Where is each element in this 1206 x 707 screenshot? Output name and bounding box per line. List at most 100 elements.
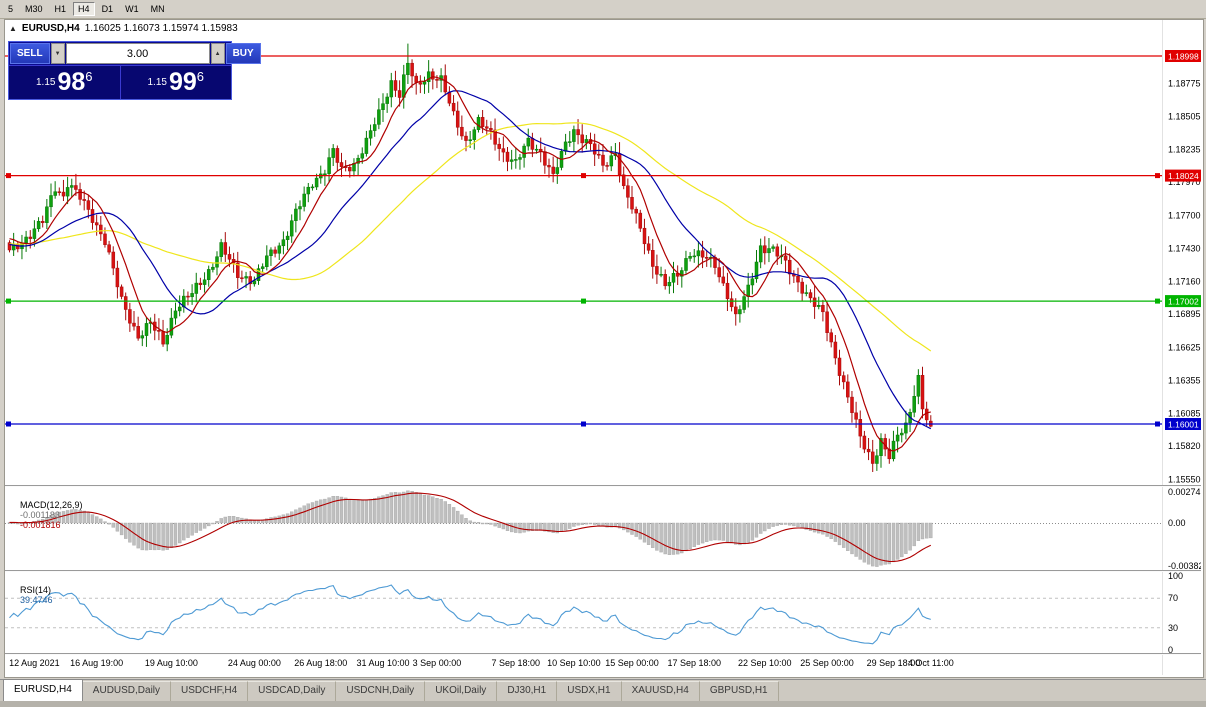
rsi-name: RSI(14) <box>20 585 52 595</box>
chart-ohlc-values: 1.16025 1.16073 1.15974 1.15983 <box>84 23 238 34</box>
sell-price-prefix: 1.15 <box>35 77 56 88</box>
timeframe-toolbar: 5 M30 H1 H4 D1 W1 MN <box>0 0 1206 19</box>
timeframe-button-h4[interactable]: H4 <box>73 2 95 16</box>
sell-price-sup: 6 <box>85 69 93 84</box>
svg-text:1.17700: 1.17700 <box>1168 210 1201 220</box>
timeframe-button-h1[interactable]: H1 <box>49 2 72 16</box>
chart-tab-usdcad-daily[interactable]: USDCAD,Daily <box>248 681 337 701</box>
chart-tabs-bar: EURUSD,H4 AUDUSD,Daily USDCHF,H4 USDCAD,Dai… <box>0 679 1206 701</box>
chart-tab-dj30-h1[interactable]: DJ30,H1 <box>497 681 558 701</box>
chart-canvas[interactable]: 1.18775 1.18505 1.18235 1.17970 1.17700 1.174… <box>5 20 1201 675</box>
svg-text:4 Oct 11:00: 4 Oct 11:00 <box>908 658 954 668</box>
svg-text:1.16625: 1.16625 <box>1168 342 1201 352</box>
buy-price-big: 99 <box>168 68 197 96</box>
svg-text:1.15820: 1.15820 <box>1168 441 1201 451</box>
chart-symbol-label: EURUSD,H4 <box>21 23 80 34</box>
chart-tab-eurusd-h4[interactable]: EURUSD,H4 <box>3 679 83 701</box>
chart-tab-usdchf-h4[interactable]: USDCHF,H4 <box>171 681 249 701</box>
chart-title: ▲ EURUSD,H4 1.16025 1.16073 1.15974 1.15… <box>9 23 238 34</box>
svg-text:100: 100 <box>1168 571 1183 581</box>
timeframe-button-d1[interactable]: D1 <box>96 2 119 16</box>
ma-mid-line <box>9 90 932 430</box>
svg-text:0.00274: 0.00274 <box>1168 487 1201 497</box>
rsi-label: RSI(14) 39.4746 <box>10 575 53 615</box>
timeframe-button-5[interactable]: 5 <box>3 2 19 16</box>
chart-tab-audusd-daily[interactable]: AUDUSD,Daily <box>82 681 172 701</box>
svg-text:15 Sep 00:00: 15 Sep 00:00 <box>605 658 659 668</box>
sell-price-big: 98 <box>57 68 86 96</box>
svg-text:1.16001: 1.16001 <box>1168 420 1199 430</box>
price-badge-1.18998: 1.18998 <box>1165 50 1201 62</box>
svg-text:1.16895: 1.16895 <box>1168 309 1201 319</box>
macd-main-value: -0.001183 <box>20 510 60 520</box>
svg-text:22 Sep 10:00: 22 Sep 10:00 <box>738 658 792 668</box>
svg-text:7 Sep 18:00: 7 Sep 18:00 <box>492 658 541 668</box>
buy-button[interactable]: BUY <box>225 43 261 64</box>
svg-text:70: 70 <box>1168 593 1178 603</box>
macd-panel <box>5 490 1161 567</box>
svg-text:1.17430: 1.17430 <box>1168 244 1201 254</box>
price-badge-1.16001: 1.16001 <box>1165 418 1201 430</box>
svg-text:24 Aug 00:00: 24 Aug 00:00 <box>228 658 281 668</box>
chart-tab-ukoil-daily[interactable]: UKOil,Daily <box>425 681 498 701</box>
buy-price-sup: 6 <box>196 69 204 84</box>
horizontal-line-1.16001[interactable] <box>5 421 1162 427</box>
moving-averages-layer <box>9 76 932 452</box>
price-badge-1.18024: 1.18024 <box>1165 169 1201 182</box>
svg-text:-0.00382: -0.00382 <box>1168 561 1201 571</box>
svg-text:1.18775: 1.18775 <box>1168 78 1201 88</box>
svg-text:1.18505: 1.18505 <box>1168 112 1201 122</box>
svg-text:0.00: 0.00 <box>1168 518 1186 528</box>
ma-slow-line <box>9 122 932 352</box>
rsi-value: 39.4746 <box>20 595 53 605</box>
lot-input[interactable] <box>65 43 210 64</box>
lot-size-field: ▼ ▲ <box>50 43 225 64</box>
sell-button[interactable]: SELL <box>10 43 50 64</box>
timeframe-button-mn[interactable]: MN <box>145 2 170 16</box>
macd-histogram <box>7 490 933 567</box>
svg-text:19 Aug 10:00: 19 Aug 10:00 <box>145 658 198 668</box>
lot-decrease-button[interactable]: ▼ <box>50 43 65 64</box>
one-click-prices-row: 1.15 98 6 1.15 99 6 <box>9 65 231 99</box>
horizontal-line-1.18024[interactable] <box>5 173 1162 179</box>
lot-increase-button[interactable]: ▲ <box>210 43 225 64</box>
chart-tab-gbpusd-h1[interactable]: GBPUSD,H1 <box>699 681 779 701</box>
svg-text:1.15550: 1.15550 <box>1168 474 1201 484</box>
time-scale[interactable]: 12 Aug 2021 16 Aug 19:00 19 Aug 10:00 24 Au… <box>5 656 1161 675</box>
price-scale[interactable]: 1.18775 1.18505 1.18235 1.17970 1.17700 1.174… <box>1163 20 1201 675</box>
timeframe-button-w1[interactable]: W1 <box>120 2 144 16</box>
macd-signal-line <box>9 492 932 563</box>
buy-price-prefix: 1.15 <box>147 77 167 88</box>
svg-text:10 Sep 10:00: 10 Sep 10:00 <box>547 658 601 668</box>
horizontal-lines-layer <box>5 55 1162 427</box>
ma-fast-line <box>9 76 931 452</box>
svg-text:29 Sep 18:00: 29 Sep 18:00 <box>867 658 921 668</box>
svg-text:1.18235: 1.18235 <box>1168 145 1201 155</box>
svg-text:1.17002: 1.17002 <box>1168 297 1199 307</box>
chart-tab-usdx-h1[interactable]: USDX,H1 <box>557 681 622 701</box>
sell-price[interactable]: 1.15 98 6 <box>9 66 121 99</box>
svg-text:1.16355: 1.16355 <box>1168 376 1201 386</box>
svg-text:1.16085: 1.16085 <box>1168 409 1201 419</box>
horizontal-line-1.17002[interactable] <box>5 298 1162 304</box>
one-click-controls-row: SELL ▼ ▲ BUY <box>9 42 261 65</box>
timeframe-button-m30[interactable]: M30 <box>20 2 48 16</box>
chart-area: 1.18775 1.18505 1.18235 1.17970 1.17700 1.174… <box>4 19 1204 678</box>
svg-text:3 Sep 00:00: 3 Sep 00:00 <box>413 658 462 668</box>
chart-tab-xauusd-h4[interactable]: XAUUSD,H4 <box>621 681 700 701</box>
svg-text:26 Aug 18:00: 26 Aug 18:00 <box>294 658 347 668</box>
svg-text:16 Aug 19:00: 16 Aug 19:00 <box>70 658 123 668</box>
macd-name: MACD(12,26,9) <box>20 500 83 510</box>
macd-label: MACD(12,26,9) -0.001183 -0.001816 <box>10 490 83 540</box>
svg-text:17 Sep 18:00: 17 Sep 18:00 <box>667 658 721 668</box>
buy-price[interactable]: 1.15 99 6 <box>121 66 232 99</box>
one-click-collapse-icon[interactable]: ▲ <box>9 24 17 33</box>
price-badge-1.17002: 1.17002 <box>1165 295 1201 308</box>
bottom-strip <box>0 701 1206 707</box>
svg-text:1.17970: 1.17970 <box>1168 177 1201 187</box>
chart-tab-usdcnh-daily[interactable]: USDCNH,Daily <box>336 681 426 701</box>
macd-signal-value: -0.001816 <box>20 520 61 530</box>
svg-text:31 Aug 10:00: 31 Aug 10:00 <box>356 658 409 668</box>
svg-text:1.17160: 1.17160 <box>1168 277 1201 287</box>
